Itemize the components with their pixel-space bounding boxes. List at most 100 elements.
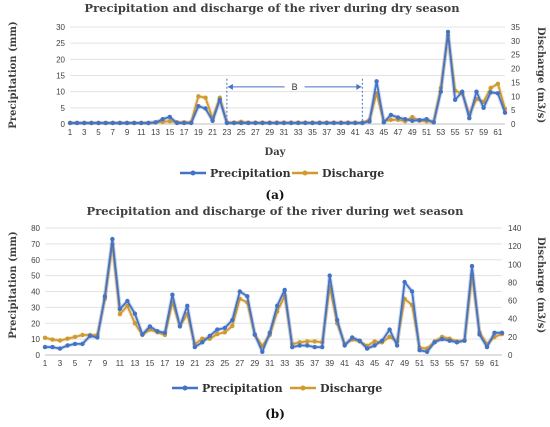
precipitation-point — [460, 89, 465, 94]
precipitation-point — [499, 330, 505, 335]
precipitation-line — [45, 238, 502, 353]
precipitation-point — [484, 344, 490, 350]
precipitation-point — [192, 344, 197, 350]
panel-label: (b) — [265, 407, 285, 421]
legend-precipitation-label: Precipitation — [202, 382, 283, 395]
precipitation-point — [424, 349, 430, 354]
precipitation-point — [177, 324, 183, 329]
discharge-point — [196, 94, 201, 99]
precipitation-point — [140, 332, 145, 337]
precipitation-point — [372, 343, 377, 348]
discharge-point — [372, 339, 377, 344]
precipitation-point — [103, 120, 108, 126]
precipitation-point — [492, 330, 497, 335]
annotation-b: B — [226, 78, 363, 123]
precipitation-line-halo — [70, 29, 507, 125]
chart-title: Precipitation and discharge of the river… — [84, 1, 460, 15]
precipitation-point — [312, 344, 317, 350]
x-tick-label: 29 — [265, 128, 274, 137]
x-tick-label: 31 — [279, 128, 288, 137]
discharge-point — [50, 337, 55, 342]
x-tick-label: 29 — [250, 359, 259, 368]
precipitation-line — [70, 30, 506, 124]
precipitation-point — [395, 115, 401, 120]
x-tick-label: 39 — [337, 128, 346, 137]
x-tick-label: 37 — [322, 128, 331, 137]
x-tick-label: 59 — [479, 128, 488, 137]
x-tick-label: 57 — [460, 359, 469, 368]
precipitation-point — [146, 120, 151, 126]
precipitation-point — [467, 116, 472, 121]
precipitation-point — [260, 349, 265, 354]
x-tick-label: 21 — [190, 359, 199, 368]
x-tick-label: 1 — [68, 128, 73, 137]
precipitation-point — [237, 289, 242, 294]
y-tick-label: 20 — [56, 55, 65, 64]
x-tick-label: 55 — [451, 128, 460, 137]
precipitation-point — [147, 324, 153, 329]
precipitation-point — [297, 343, 302, 348]
x-tick-label: 51 — [422, 128, 431, 137]
precipitation-point — [439, 336, 445, 342]
precipitation-point — [454, 340, 460, 345]
y2-tick-label: 35 — [511, 23, 520, 32]
precipitation-point — [132, 311, 138, 316]
y-tick-label: 20 — [31, 319, 40, 328]
discharge-point — [72, 334, 78, 340]
precipitation-point — [139, 120, 144, 126]
precipitation-point — [253, 120, 258, 126]
legend-discharge-label: Discharge — [320, 382, 382, 395]
precipitation-point — [409, 289, 415, 294]
precipitation-point — [502, 110, 508, 115]
x-tick-label: 53 — [430, 359, 439, 368]
annotation-arrowhead-left — [227, 83, 233, 90]
y2-tick-label: 100 — [508, 260, 522, 269]
discharge-point — [488, 85, 493, 91]
discharge-point — [410, 114, 415, 120]
x-tick-label: 57 — [465, 128, 474, 137]
legend-discharge-marker — [300, 385, 306, 391]
precipitation-point — [185, 303, 190, 308]
precipitation-point — [160, 117, 165, 122]
x-tick-label: 33 — [294, 128, 303, 137]
precipitation-point — [364, 346, 370, 351]
precipitation-point — [335, 317, 340, 323]
x-tick-label: 17 — [160, 359, 169, 368]
x-tick-label: 15 — [165, 128, 174, 137]
precipitation-point — [342, 343, 347, 348]
x-tick-label: 11 — [137, 128, 146, 137]
x-tick-label: 15 — [145, 359, 154, 368]
precipitation-point — [87, 333, 93, 339]
precipitation-point — [288, 120, 294, 126]
precipitation-point — [432, 340, 437, 345]
x-tick-label: 23 — [205, 359, 214, 368]
legend-discharge-marker — [302, 170, 308, 176]
y2-axis-label: Discharge (m3/s) — [535, 27, 546, 123]
precipitation-point — [394, 343, 400, 348]
x-tick-label: 61 — [490, 359, 499, 368]
precipitation-point — [474, 89, 479, 94]
x-axis-label: Day — [265, 147, 287, 158]
precipitation-point — [481, 105, 486, 111]
precipitation-point — [174, 120, 180, 126]
legend-precipitation-marker — [190, 170, 196, 176]
y2-tick-label: 40 — [508, 315, 517, 324]
x-tick-label: 49 — [400, 359, 409, 368]
series-lines — [67, 29, 508, 126]
precipitation-point — [260, 120, 265, 126]
x-tick-label: 5 — [96, 128, 101, 137]
precipitation-point — [124, 120, 130, 126]
y-tick-label: 10 — [31, 335, 40, 344]
precipitation-point — [360, 120, 365, 126]
discharge-point — [167, 119, 172, 124]
precipitation-point — [275, 303, 280, 308]
y2-tick-label: 120 — [508, 242, 522, 251]
x-tick-label: 61 — [493, 128, 502, 137]
y2-tick-label: 20 — [508, 333, 517, 342]
precipitation-point — [207, 333, 212, 339]
precipitation-point — [374, 79, 379, 84]
precipitation-point — [217, 97, 222, 103]
precipitation-point — [477, 332, 482, 337]
precipitation-point — [387, 327, 392, 332]
y2-tick-label: 20 — [511, 65, 520, 74]
